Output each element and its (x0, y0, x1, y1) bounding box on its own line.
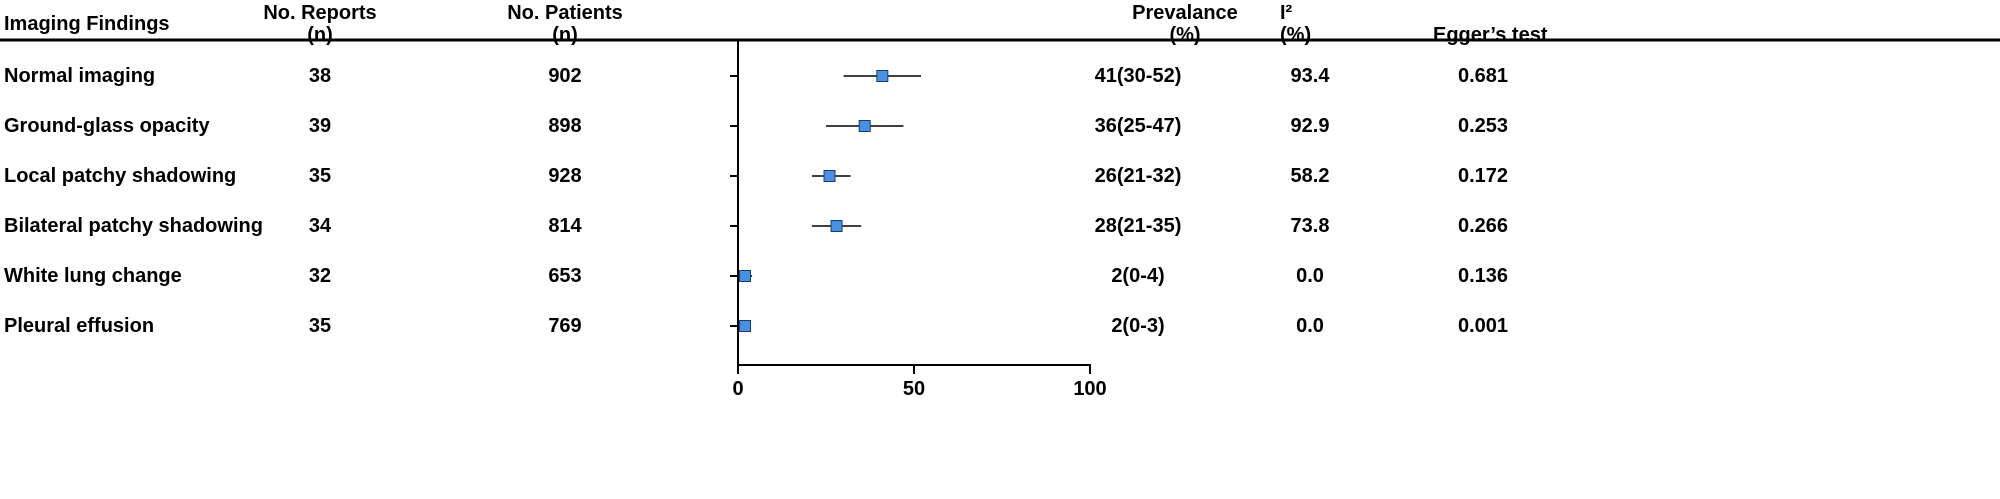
patients-cell: 769 (548, 315, 582, 337)
egger-cell: 0.001 (1457, 315, 1509, 337)
prevalence-cell: 28(21-35) (1094, 215, 1182, 237)
estimate-marker (876, 70, 889, 82)
header-i2-line1: I² (1280, 2, 1293, 24)
estimate-marker (830, 220, 843, 232)
patients-cell: 898 (548, 115, 582, 137)
x-tick-label: 100 (1073, 378, 1106, 400)
egger-cell: 0.136 (1457, 265, 1509, 287)
finding-cell: Pleural effusion (4, 315, 155, 337)
finding-cell: Local patchy shadowing (4, 165, 237, 187)
i2-cell: 0.0 (1296, 265, 1324, 287)
reports-cell: 38 (308, 65, 332, 87)
prevalence-cell: 2(0-3) (1111, 315, 1165, 337)
finding-cell: White lung change (4, 265, 182, 287)
x-tick-label: 0 (732, 378, 743, 400)
header-prevalence-line1: Prevalance (1132, 2, 1238, 24)
reports-cell: 34 (308, 215, 332, 237)
patients-cell: 902 (548, 65, 582, 87)
i2-cell: 0.0 (1296, 315, 1324, 337)
reports-cell: 35 (308, 315, 332, 337)
estimate-marker (739, 320, 752, 332)
egger-cell: 0.253 (1457, 115, 1509, 137)
patients-cell: 814 (548, 215, 582, 237)
i2-cell: 92.9 (1290, 115, 1330, 137)
header-no-reports-line1: No. Reports (263, 2, 377, 24)
header-imaging-findings: Imaging Findings (4, 13, 170, 35)
estimate-marker (739, 270, 752, 282)
reports-cell: 35 (308, 165, 332, 187)
x-tick-label: 50 (903, 378, 925, 400)
estimate-marker (823, 170, 836, 182)
prevalence-cell: 26(21-32) (1094, 165, 1182, 187)
prevalence-cell: 41(30-52) (1094, 65, 1182, 87)
egger-cell: 0.172 (1457, 165, 1509, 187)
finding-cell: Bilateral patchy shadowing (4, 215, 263, 237)
finding-cell: Normal imaging (4, 65, 156, 87)
reports-cell: 32 (308, 265, 332, 287)
patients-cell: 928 (548, 165, 582, 187)
egger-cell: 0.681 (1457, 65, 1509, 87)
estimate-marker (858, 120, 871, 132)
prevalence-cell: 36(25-47) (1094, 115, 1182, 137)
egger-cell: 0.266 (1457, 215, 1509, 237)
reports-cell: 39 (308, 115, 332, 137)
prevalence-cell: 2(0-4) (1111, 265, 1165, 287)
patients-cell: 653 (548, 265, 582, 287)
i2-cell: 93.4 (1290, 65, 1330, 87)
i2-cell: 58.2 (1290, 165, 1330, 187)
i2-cell: 73.8 (1290, 215, 1330, 237)
header-no-patients-line1: No. Patients (507, 2, 623, 24)
finding-cell: Ground-glass opacity (4, 115, 210, 137)
